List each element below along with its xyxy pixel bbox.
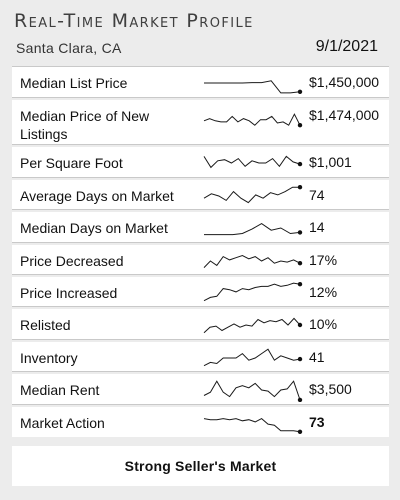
sparkline-end-marker	[297, 184, 303, 190]
sparkline-trend	[203, 318, 301, 334]
metric-value: 73	[309, 413, 325, 430]
location-label: Santa Clara, CA	[16, 40, 122, 56]
sparkline-trend	[203, 417, 301, 432]
metric-row-price-increased: Price Increased 12%	[12, 274, 389, 308]
metrics-table: Median List Price $1,450,000 Median Pric…	[12, 66, 389, 437]
sparkline	[203, 417, 303, 434]
sparkline-trend	[203, 380, 301, 401]
metric-row-per-square-foot: Per Square Foot $1,001	[12, 145, 389, 178]
sparkline-end-marker	[297, 429, 303, 434]
sparkline-trend	[203, 113, 301, 127]
metric-label: Relisted	[20, 317, 71, 334]
metric-label: Median Days on Market	[20, 220, 168, 237]
sparkline	[204, 223, 303, 236]
sparkline-end-marker	[297, 123, 303, 128]
sparkline-end-marker	[297, 397, 303, 403]
metric-row-price-decreased: Price Decreased 17%	[12, 242, 389, 275]
metric-label: Inventory	[20, 349, 78, 366]
market-summary-text: Strong Seller's Market	[124, 458, 277, 474]
market-summary-banner: Strong Seller's Market	[12, 446, 389, 486]
metric-row-average-days-on-market: Average Days on Market 74	[12, 177, 389, 211]
sparkline	[203, 380, 303, 403]
sparkline-end-marker	[297, 230, 303, 235]
sparkline	[203, 184, 303, 204]
date-label: 9/1/2021	[315, 38, 378, 55]
sparkline-trend	[204, 80, 301, 94]
metric-row-median-days-on-market: Median Days on Market 14	[12, 210, 389, 243]
page-title: Real-Time Market Profile	[14, 10, 254, 32]
sparkline-trend	[204, 223, 301, 236]
metric-value: 74	[309, 186, 325, 203]
sparkline-trend	[203, 186, 300, 204]
sparkline-end-marker	[297, 356, 303, 362]
sparkline-trend	[203, 156, 301, 169]
sparkline-end-marker	[297, 162, 303, 167]
sparkline	[204, 80, 303, 94]
sparkline	[203, 156, 303, 169]
sparkline-trend	[203, 348, 301, 366]
sparkline	[203, 281, 303, 302]
sparkline	[203, 254, 303, 268]
metric-label: Price Increased	[20, 284, 118, 301]
metric-row-median-rent: Median Rent $3,500	[12, 372, 389, 405]
metric-value: 10%	[309, 316, 338, 333]
sparkline-end-marker	[297, 323, 303, 328]
sparkline	[203, 318, 303, 334]
sparkline-end-marker	[297, 89, 303, 94]
sparkline	[203, 113, 303, 128]
metric-row-median-list-price: Median List Price $1,450,000	[12, 66, 389, 99]
metric-value: $1,001	[309, 154, 352, 171]
metric-value: $1,474,000	[309, 107, 380, 124]
metric-label: Average Days on Market	[20, 187, 174, 204]
metric-value: $3,500	[309, 381, 352, 398]
metric-label: Median List Price	[20, 75, 128, 91]
metric-label: Median Rent	[20, 382, 100, 399]
metric-label: Median Price of New Listings	[20, 108, 150, 143]
metric-label: Price Decreased	[20, 252, 124, 269]
metric-value: $1,450,000	[309, 74, 380, 90]
metric-label: Per Square Foot	[20, 155, 123, 172]
metric-row-market-action: Market Action 73	[12, 404, 389, 437]
metric-row-relisted: Relisted 10%	[12, 307, 389, 340]
sparkline-end-marker	[297, 260, 303, 265]
metric-row-median-price-new-listings: Median Price of New Listings $1,474,000	[12, 98, 389, 146]
metric-value: 14	[309, 219, 325, 236]
sparkline	[203, 348, 303, 366]
sparkline-trend	[203, 254, 301, 268]
metric-value: 41	[309, 348, 325, 365]
metric-label: Market Action	[20, 414, 105, 431]
sparkline-end-marker	[297, 281, 303, 287]
metric-row-inventory: Inventory 41	[12, 339, 389, 373]
sparkline-trend	[203, 282, 301, 302]
metric-value: 17%	[309, 251, 338, 268]
metric-value: 12%	[309, 283, 338, 300]
